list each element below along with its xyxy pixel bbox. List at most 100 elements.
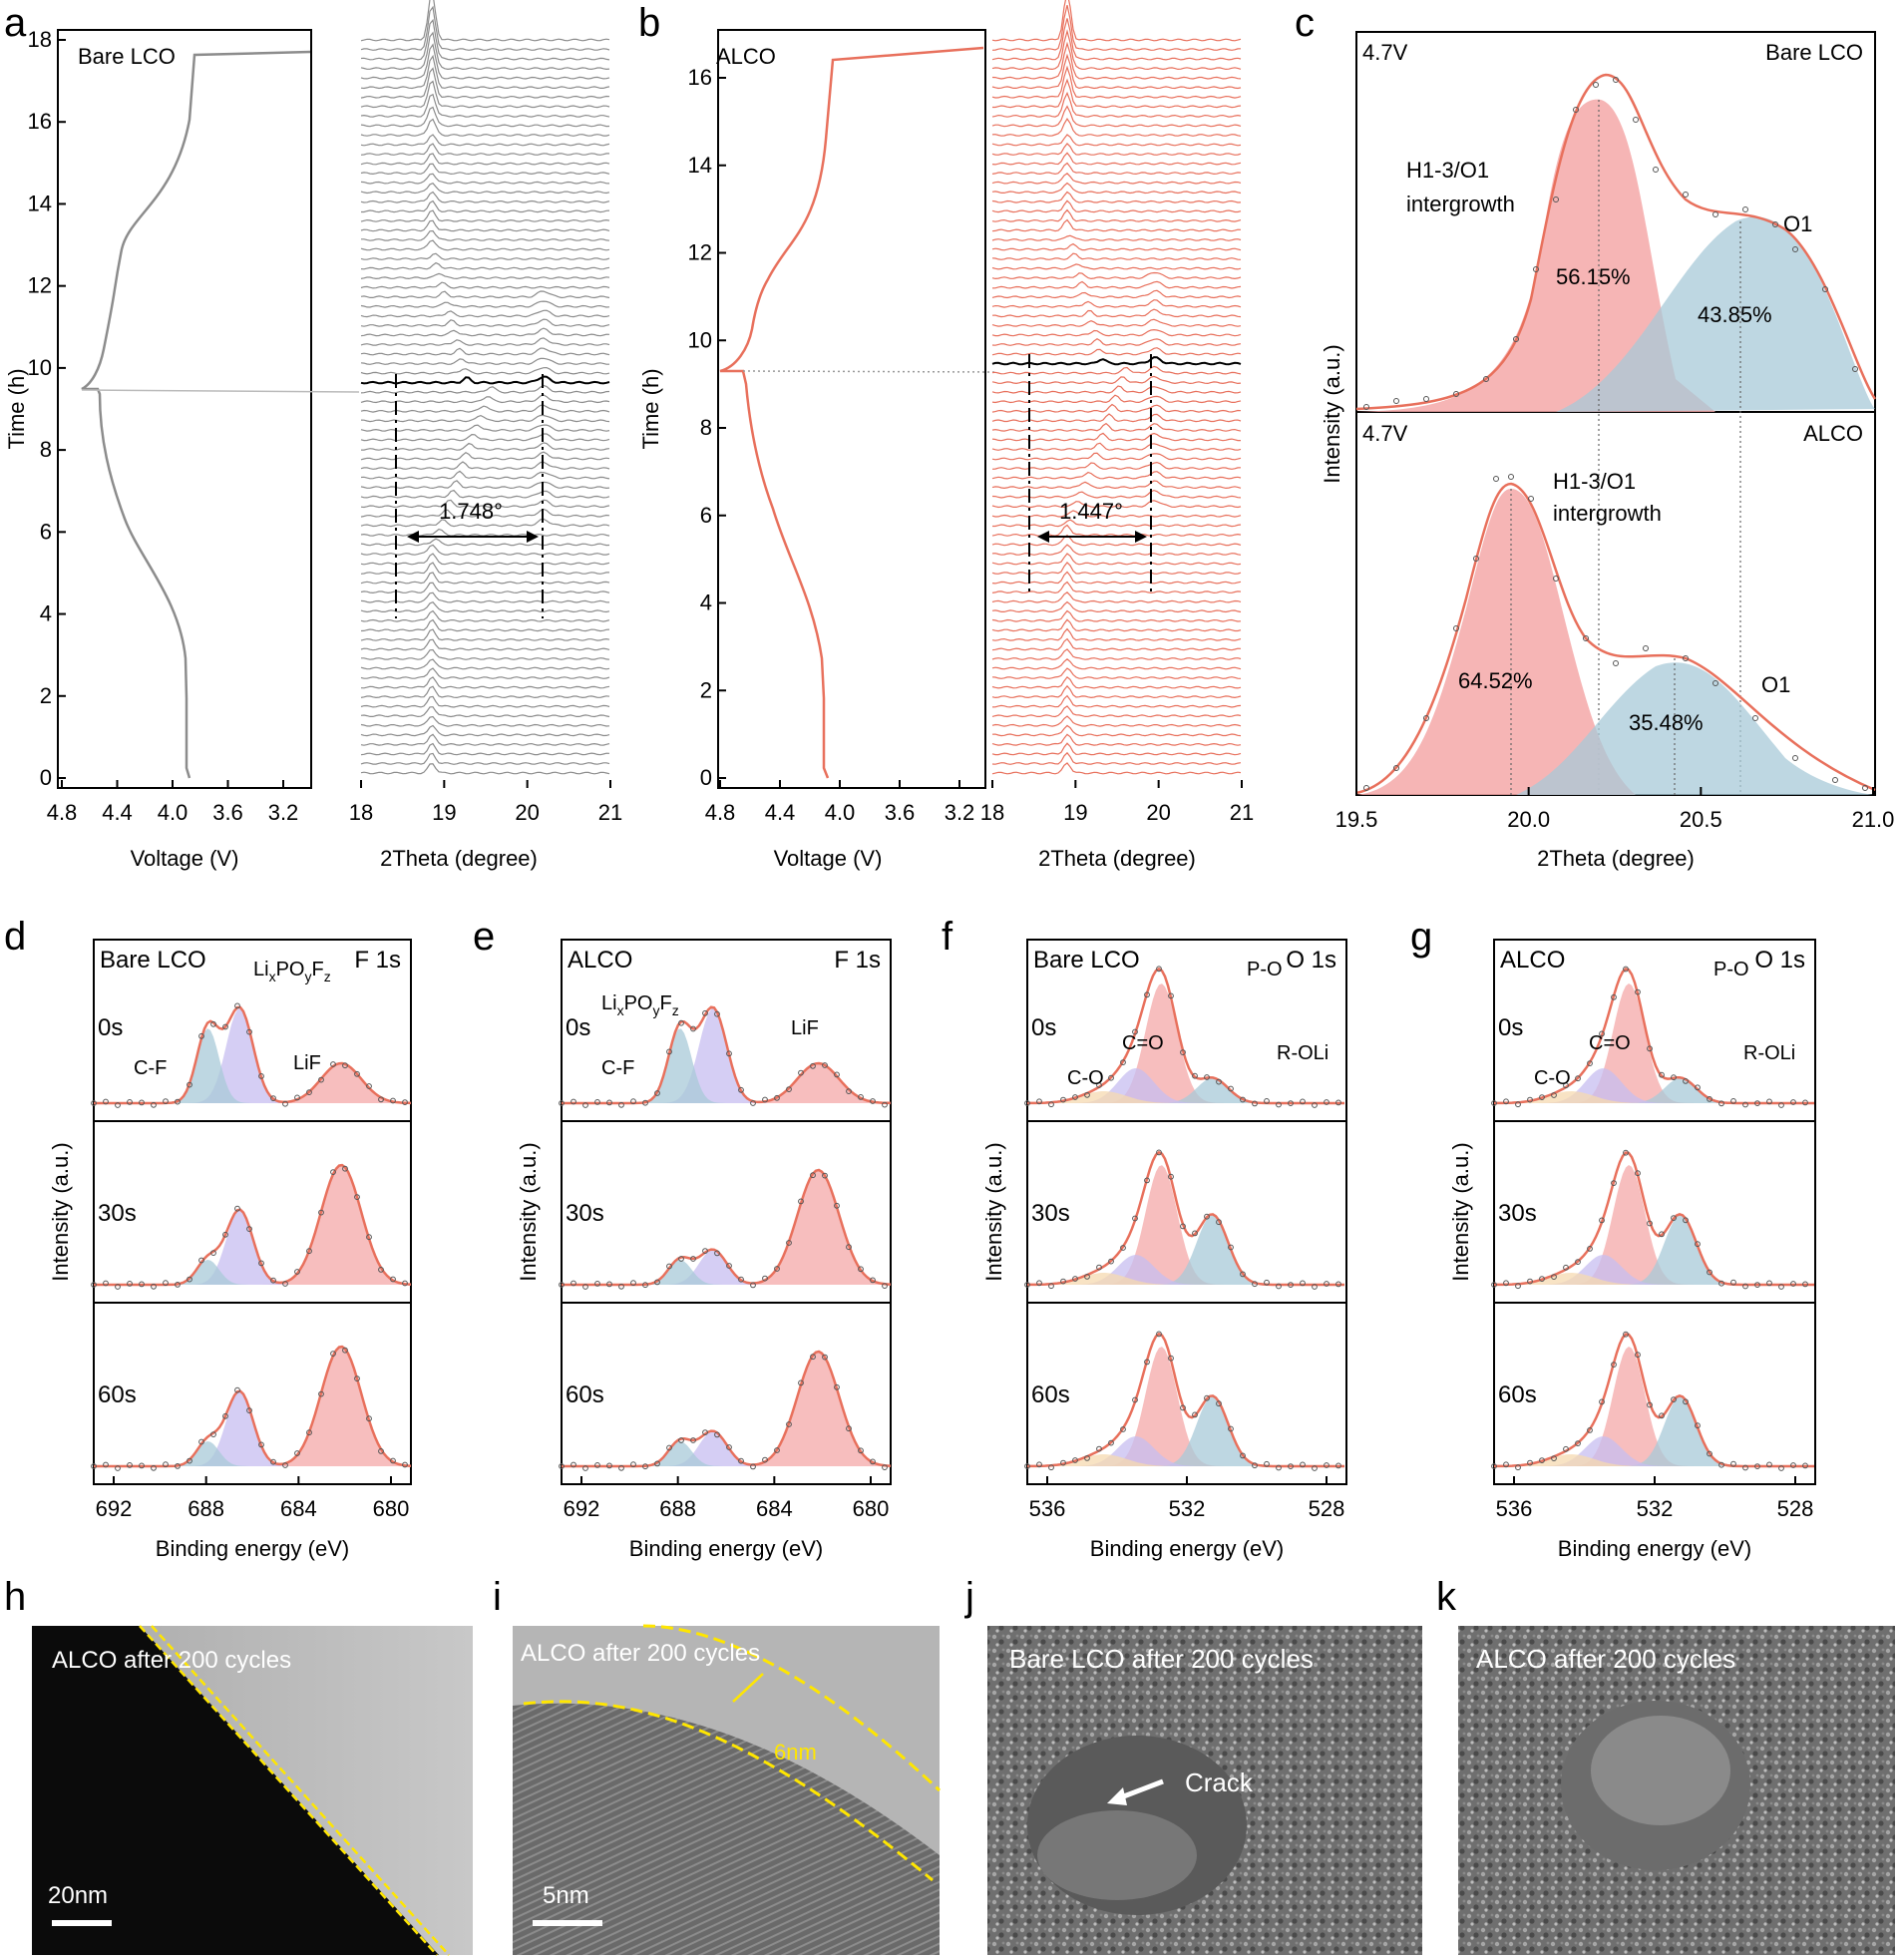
fit-component xyxy=(94,1391,411,1466)
x-tick-label: 680 xyxy=(853,1496,890,1521)
data-point xyxy=(1778,1284,1784,1290)
data-point xyxy=(1832,777,1838,783)
data-point xyxy=(726,1444,732,1450)
data-point xyxy=(115,1284,121,1290)
data-point xyxy=(139,1281,145,1288)
caption-k: ALCO after 200 cycles xyxy=(1476,1644,1735,1674)
panel-letter-k: k xyxy=(1436,1575,1457,1619)
label-lixpoyfz: LixPOyFz xyxy=(601,992,679,1018)
peak-label: P-O xyxy=(1247,959,1283,980)
xrd-pattern xyxy=(360,31,610,71)
data-point xyxy=(1647,1220,1653,1227)
x-tick-label: 528 xyxy=(1777,1496,1814,1521)
data-point xyxy=(702,1248,708,1254)
data-point xyxy=(774,1266,780,1272)
fit-component xyxy=(1027,1165,1346,1285)
fit-component xyxy=(1494,1454,1815,1466)
data-point xyxy=(318,1209,324,1216)
data-point xyxy=(1132,1396,1138,1403)
xrd-pattern xyxy=(991,705,1242,718)
data-point xyxy=(1513,336,1519,342)
xrd-pattern xyxy=(991,385,1242,394)
data-point xyxy=(870,1098,876,1104)
x-tick-label: 4.0 xyxy=(158,800,189,825)
xrd-pattern xyxy=(360,489,610,499)
data-point xyxy=(1707,1096,1712,1102)
xrd-pattern xyxy=(991,65,1242,99)
xrd-pattern xyxy=(991,41,1242,80)
data-point xyxy=(282,1462,288,1468)
data-point xyxy=(642,1282,648,1289)
xrd-waterfall-b xyxy=(991,0,1242,775)
data-point xyxy=(1096,1445,1102,1452)
fit-component xyxy=(1494,1396,1815,1466)
xrd-pattern xyxy=(360,93,610,118)
data-point xyxy=(1707,1269,1712,1276)
data-point xyxy=(774,1447,780,1453)
xrd-pattern xyxy=(991,571,1242,585)
xrd-waterfall-a xyxy=(360,0,610,775)
data-point xyxy=(1802,1462,1808,1469)
data-point xyxy=(702,1009,708,1016)
data-point xyxy=(1312,1102,1318,1108)
xrd-pattern xyxy=(360,118,610,137)
data-point xyxy=(1599,1030,1605,1037)
data-point xyxy=(1623,966,1629,973)
data-point xyxy=(1312,1465,1318,1471)
data-point xyxy=(1453,391,1459,397)
y-axis-label-a: Time (h) xyxy=(4,368,29,449)
data-point xyxy=(618,1283,624,1290)
xrd-pattern xyxy=(991,208,1242,222)
data-point xyxy=(1643,645,1649,651)
xrd-pattern xyxy=(360,609,610,622)
data-point xyxy=(666,1444,672,1451)
xrd-pattern xyxy=(991,751,1242,765)
data-point xyxy=(1587,1060,1593,1066)
xrd-pattern xyxy=(991,199,1242,213)
peak-label: C-O xyxy=(1534,1067,1571,1089)
data-point xyxy=(1423,396,1429,402)
panel-j: j Bare LCO after 200 cycles Crack xyxy=(964,1575,1422,1955)
xrd-pattern xyxy=(360,763,610,775)
xrd-pattern xyxy=(360,300,610,308)
panel-letter-i: i xyxy=(493,1575,502,1619)
xrd-pattern xyxy=(991,289,1242,299)
data-point xyxy=(139,1462,145,1469)
data-point xyxy=(354,1375,360,1381)
data-point xyxy=(1822,286,1828,292)
data-point xyxy=(258,1260,264,1267)
data-point xyxy=(1423,715,1429,721)
y-tick-label: 0 xyxy=(40,765,52,790)
data-point xyxy=(198,1032,204,1039)
x-tick-label: 21 xyxy=(1230,800,1254,825)
fit-curve-bottom xyxy=(1355,482,1876,795)
data-point xyxy=(210,1020,216,1027)
xps-frame xyxy=(93,939,412,1485)
data-point xyxy=(846,1425,852,1432)
panel-i: i 6nm ALCO after 200 cycles 5nm xyxy=(493,1575,942,1955)
xrd-pattern xyxy=(991,162,1242,176)
data-point xyxy=(402,1280,408,1287)
data-point xyxy=(1563,1264,1569,1271)
xrd-pattern xyxy=(360,518,610,528)
xrd-pattern xyxy=(360,67,610,99)
time-label: 0s xyxy=(1031,1014,1056,1041)
data-point xyxy=(127,1462,133,1468)
panel-g: g ALCO O 1s 0s 30s 60s C-O C=O P-O R-OLi Intensity… xyxy=(1410,915,1816,1561)
data-point xyxy=(559,1100,565,1106)
data-point xyxy=(690,1437,696,1443)
xrd-pattern xyxy=(991,609,1242,622)
data-point xyxy=(738,1276,744,1283)
data-point xyxy=(786,1240,792,1246)
xrd-pattern xyxy=(360,337,610,346)
xrd-pattern xyxy=(360,0,610,42)
xrd-pattern xyxy=(361,442,610,451)
xrd-pattern xyxy=(360,424,610,432)
x-tick-label: 4.4 xyxy=(102,800,133,825)
data-point xyxy=(1276,1464,1282,1471)
data-point xyxy=(1718,1280,1724,1287)
data-point xyxy=(234,1002,240,1009)
data-point xyxy=(1084,1455,1090,1461)
data-point xyxy=(1024,1282,1030,1288)
data-point xyxy=(1060,1459,1066,1466)
